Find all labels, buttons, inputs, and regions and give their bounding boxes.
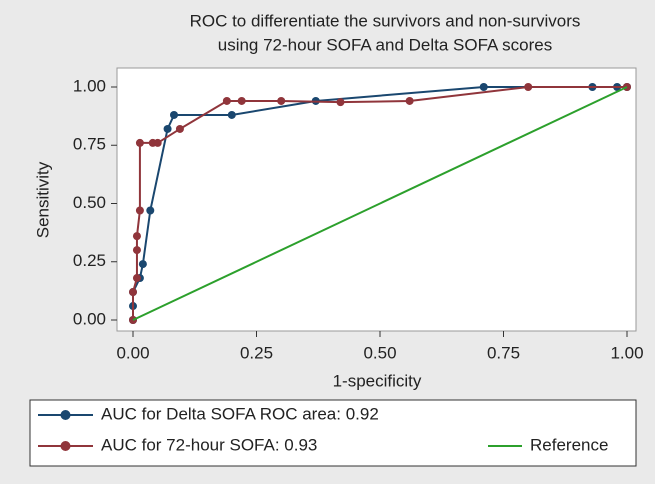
data-point (146, 206, 155, 215)
y-tick-label: 0.50 (73, 193, 106, 212)
data-point (227, 110, 236, 119)
data-point (277, 96, 286, 105)
data-point (153, 138, 162, 147)
series-line (132, 86, 628, 321)
x-axis-label: 1-specificity (333, 371, 422, 390)
legend-label: Reference (530, 435, 608, 454)
data-point (170, 110, 179, 119)
data-point (132, 232, 141, 241)
chart-title: ROC to differentiate the survivors and n… (190, 11, 581, 30)
x-tick-label: 0.50 (363, 343, 396, 362)
y-tick-label: 0.00 (73, 309, 106, 328)
data-point (163, 124, 172, 133)
data-point (524, 83, 533, 91)
y-tick-label: 1.00 (73, 76, 106, 95)
x-tick-label: 0.75 (487, 343, 520, 362)
legend-label: AUC for Delta SOFA ROC area: 0.92 (101, 404, 379, 423)
data-point (129, 288, 137, 297)
chart-title: using 72-hour SOFA and Delta SOFA scores (218, 35, 553, 54)
data-point (132, 274, 141, 283)
data-point (175, 124, 184, 133)
data-point (138, 260, 147, 269)
data-point (237, 96, 246, 105)
x-tick-label: 1.00 (610, 343, 643, 362)
y-tick-label: 0.25 (73, 251, 106, 270)
data-point (135, 206, 144, 215)
legend-label: AUC for 72-hour SOFA: 0.93 (101, 435, 317, 454)
data-point (222, 96, 231, 105)
data-point (479, 83, 488, 91)
x-tick-label: 0.00 (116, 343, 149, 362)
data-point (135, 138, 144, 147)
legend-marker (60, 441, 71, 451)
y-axis-label: Sensitivity (33, 161, 52, 238)
data-point (132, 246, 141, 255)
data-point (336, 98, 345, 107)
x-tick-label: 0.25 (240, 343, 273, 362)
y-tick-label: 0.75 (73, 135, 106, 154)
data-point (405, 96, 414, 105)
legend (29, 399, 637, 467)
legend-marker (60, 410, 71, 420)
